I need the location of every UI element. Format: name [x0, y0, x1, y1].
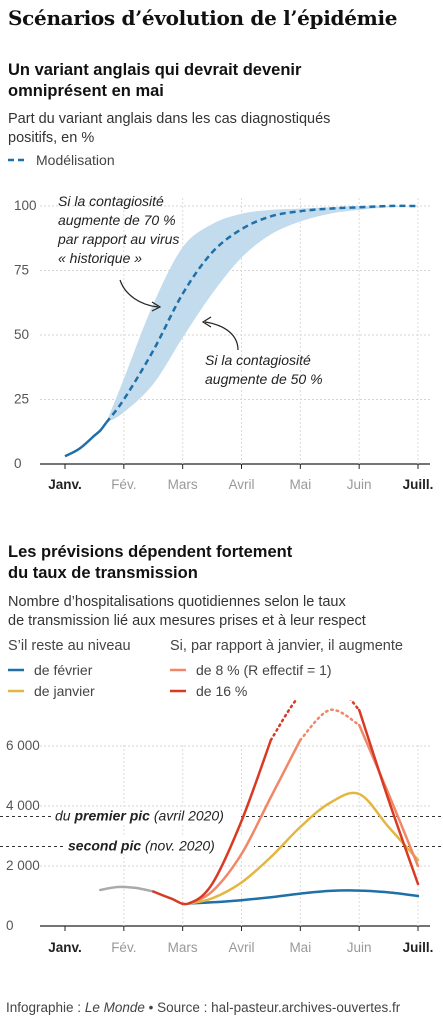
- series-line: [152, 738, 273, 906]
- y-tick-label: 100: [14, 198, 37, 213]
- chart2-subtitle-line1: Nombre d’hospitalisations quotidiennes s…: [8, 594, 346, 610]
- reference-label-part: (avril 2020): [150, 808, 224, 824]
- x-tick-label: Mars: [168, 477, 198, 492]
- chart1-title: Un variant anglais qui devrait devenir o…: [8, 60, 301, 102]
- y-tick-label: 25: [14, 392, 29, 407]
- annotation-70pct-line: « historique »: [58, 250, 142, 266]
- legend-label-fevrier: de février: [34, 662, 93, 678]
- chart2-subtitle: Nombre d’hospitalisations quotidiennes s…: [8, 593, 366, 631]
- x-tick-label: Fév.: [111, 940, 136, 955]
- x-tick-label: Mars: [168, 940, 198, 955]
- reference-label-part: du: [55, 808, 74, 824]
- y-tick-label: 75: [14, 263, 29, 278]
- x-tick-label: Juin: [347, 940, 372, 955]
- legend-header-increase: Si, par rapport à janvier, il augmente: [170, 638, 403, 654]
- arrowhead-icon: [201, 316, 212, 328]
- series-line: [187, 889, 420, 905]
- chart1-subtitle: Part du variant anglais dans les cas dia…: [8, 110, 330, 148]
- x-tick-label: Juill.: [403, 477, 434, 492]
- legend-swatch-red: [170, 689, 186, 693]
- legend-modelisation: Modélisation: [36, 152, 115, 168]
- chart1-title-line2: omniprésent en mai: [8, 82, 164, 100]
- legend-item-16pct: de 16 %: [170, 683, 247, 699]
- legend-item-fevrier: de février: [8, 662, 92, 678]
- chart1-legend: Modélisation: [8, 152, 115, 168]
- legend-item-8pct: de 8 % (R effectif = 1): [170, 662, 332, 678]
- legend-label-8pct: de 8 % (R effectif = 1): [196, 662, 332, 678]
- footer-credits: Infographie : Le Monde • Source : hal-pa…: [6, 1000, 400, 1015]
- annotation-50pct-line: Si la contagiosité: [205, 352, 311, 368]
- footer-source: • Source : hal-pasteur.archives-ouvertes…: [144, 1000, 401, 1015]
- chart1-subtitle-line2: positifs, en %: [8, 130, 95, 146]
- reference-label-part: (nov. 2020): [141, 838, 215, 854]
- reference-label-bg: [64, 836, 254, 854]
- series-tail: [357, 708, 420, 886]
- chart2-title-line2: du taux de transmission: [8, 564, 198, 582]
- legend-label-16pct: de 16 %: [196, 683, 248, 699]
- legend-label-janvier: de janvier: [34, 683, 95, 699]
- x-tick-label: Avril: [228, 477, 254, 492]
- chart2-subtitle-line2: de transmission lié aux mesures prises e…: [8, 613, 366, 629]
- hospitalisations-chart: 0 2 000 4 000 6 000 Janv. Fév. Mars Avril Mai Jui…: [0, 700, 443, 955]
- legend-swatch-blue: [8, 668, 24, 672]
- reference-label: du premier pic (avril 2020): [55, 808, 224, 824]
- y-tick-label: 4 000: [6, 798, 40, 813]
- annotation-70pct-line: augmente de 70 %: [58, 212, 176, 228]
- y-tick-label: 50: [14, 327, 29, 342]
- x-tick-label: Juill.: [403, 940, 434, 955]
- x-tick-label: Fév.: [111, 477, 136, 492]
- reference-label: second pic (nov. 2020): [68, 838, 215, 854]
- legend-item-janvier: de janvier: [8, 683, 95, 699]
- legend-header-level: S’il reste au niveau: [8, 638, 131, 654]
- series-dotted-projection: [269, 700, 361, 742]
- variant-share-chart: 0 25 50 75 100 Janv. Fév. Mars Avril Mai Juin Juill…: [14, 193, 434, 492]
- model-line: [105, 204, 419, 424]
- x-tick-label: Mai: [289, 477, 311, 492]
- legend-swatch-salmon: [170, 668, 186, 672]
- reference-label-part: premier pic: [73, 808, 150, 824]
- footer-prefix: Infographie :: [6, 1000, 85, 1015]
- series-line: [99, 885, 155, 893]
- series-line: [187, 791, 420, 905]
- x-tick-label: Mai: [289, 940, 311, 955]
- annotation-70pct-line: Si la contagiosité: [58, 193, 164, 209]
- series-line: [187, 738, 302, 905]
- page-title: Scénarios d’évolution de l’épidémie: [8, 6, 398, 30]
- annotation-70pct-line: par rapport au virus: [57, 231, 179, 247]
- y-tick-label: 0: [6, 918, 14, 933]
- x-tick-label: Juin: [347, 477, 372, 492]
- x-tick-label: Avril: [228, 940, 254, 955]
- legend-swatch-yellow: [8, 689, 24, 693]
- observed-line: [64, 421, 108, 458]
- chart2-title: Les prévisions dépendent fortement du ta…: [8, 542, 292, 584]
- annotation-arrow-50pct: [204, 321, 239, 351]
- dashed-line-icon: [8, 158, 28, 162]
- x-tick-label: Janv.: [48, 940, 82, 955]
- footer-brand: Le Monde: [84, 1000, 145, 1015]
- arrowhead-icon: [151, 301, 162, 312]
- chart1-title-line1: Un variant anglais qui devrait devenir: [8, 61, 302, 79]
- y-tick-label: 2 000: [6, 858, 40, 873]
- chart2-title-line1: Les prévisions dépendent fortement: [8, 543, 293, 561]
- chart1-subtitle-line1: Part du variant anglais dans les cas dia…: [8, 111, 331, 127]
- annotation-50pct-line: augmente de 50 %: [205, 371, 323, 387]
- reference-label-bg: [51, 806, 241, 824]
- y-tick-label: 6 000: [6, 738, 40, 753]
- x-tick-label: Janv.: [48, 477, 82, 492]
- reference-label-part: second pic: [68, 838, 141, 854]
- series-dotted-projection: [299, 708, 361, 742]
- uncertainty-band: [106, 205, 418, 423]
- series-tail: [357, 723, 420, 868]
- annotation-arrow-70pct: [119, 279, 159, 308]
- y-tick-label: 0: [14, 456, 22, 471]
